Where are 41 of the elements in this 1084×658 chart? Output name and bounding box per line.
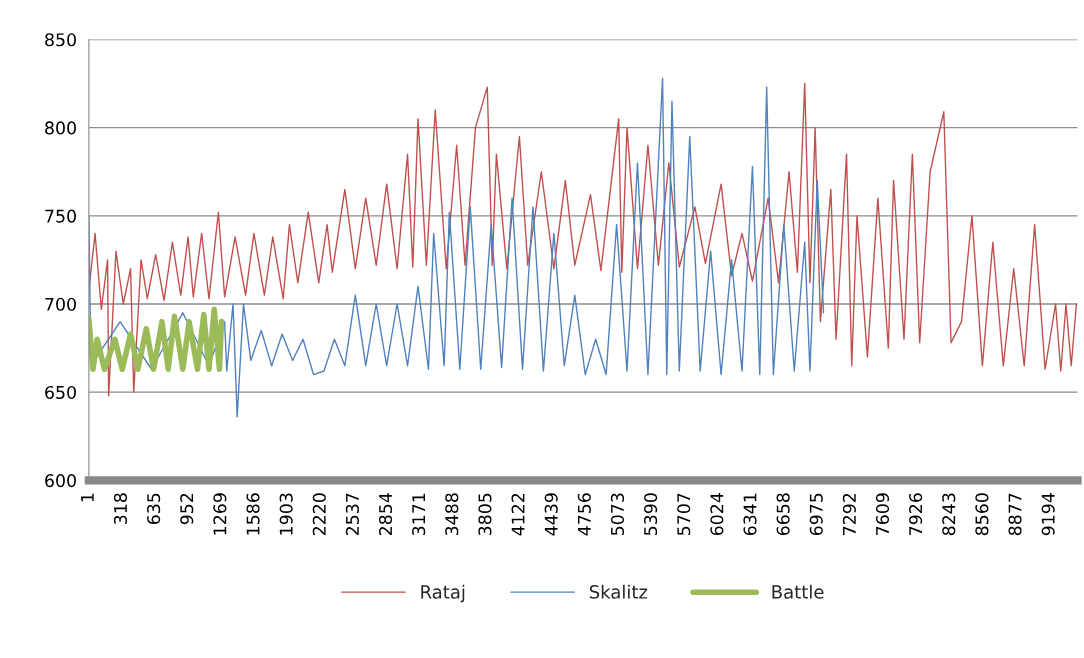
x-tick-label: 7292 [842, 493, 856, 535]
x-tick-label: 5073 [610, 493, 625, 535]
x-tick-label: 318 [113, 493, 128, 524]
x-tick-label: 4439 [544, 493, 558, 536]
y-tick-label: 750 [45, 209, 76, 223]
line-series [88, 77, 825, 418]
legend-label: Battle [772, 584, 824, 599]
x-tick-label: 2537 [345, 493, 359, 536]
x-tick-label: 5390 [644, 493, 658, 535]
x-tick-label: 2220 [312, 493, 326, 536]
x-tick-label: 5707 [677, 493, 691, 535]
x-tick-label: 4756 [577, 493, 591, 536]
x-tick-label: 2854 [378, 493, 393, 536]
y-tick-label: 600 [45, 474, 76, 488]
x-tick-label: 6341 [743, 493, 757, 536]
x-tick-label: 8243 [942, 493, 956, 536]
x-tick-label: 635 [147, 493, 161, 525]
x-tick-label: 1903 [279, 493, 293, 535]
y-tick-label: 850 [45, 33, 76, 47]
y-tick-label: 800 [45, 121, 76, 135]
x-tick-label: 4122 [511, 493, 525, 536]
x-tick-label: 1586 [246, 493, 260, 535]
line-series [88, 82, 1078, 397]
x-tick-label: 6658 [776, 493, 790, 536]
x-tick-label: 8560 [975, 493, 989, 536]
legend-label: Skalitz [589, 584, 648, 599]
x-tick-label: 3171 [412, 493, 426, 536]
x-tick-label: 7926 [909, 493, 923, 535]
x-tick-label: 3805 [478, 493, 492, 536]
x-tick-label: 6024 [710, 493, 724, 536]
x-tick-label: 7609 [875, 493, 890, 535]
x-tick-label: 8877 [1008, 493, 1022, 536]
y-tick-label: 700 [45, 297, 76, 311]
x-tick-label: 3488 [445, 493, 459, 536]
x-tick-label: 9194 [1041, 493, 1055, 536]
legend-label: Rataj [421, 584, 465, 603]
x-tick-label: 1 [81, 493, 94, 502]
x-tick-label: 6975 [809, 493, 823, 536]
x-tick-label: 1269 [213, 493, 227, 535]
y-tick-label: 650 [45, 385, 76, 400]
x-tick-label: 952 [180, 493, 194, 525]
